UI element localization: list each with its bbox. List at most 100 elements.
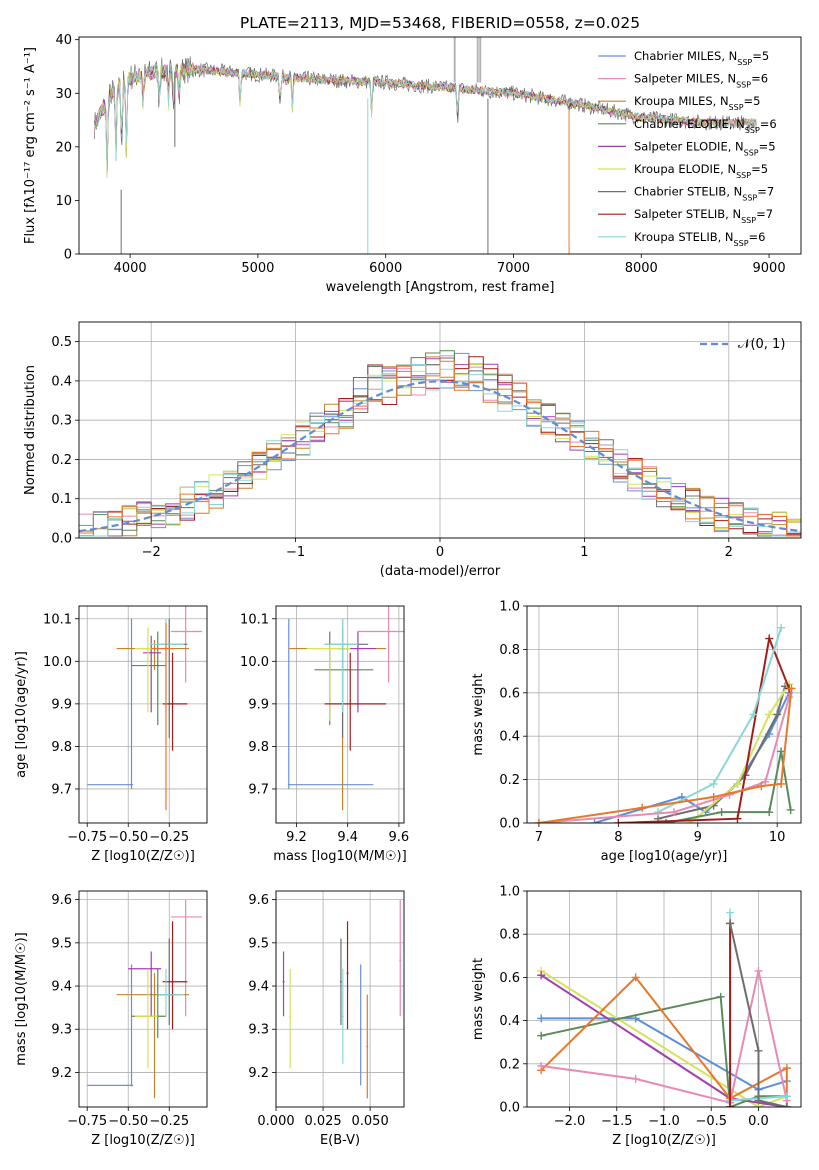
plus-marker	[782, 1092, 791, 1101]
y-tick-label: 0.2	[499, 773, 520, 788]
x-tick-label: 1	[580, 545, 588, 560]
data-point	[287, 783, 290, 786]
axes-frame	[275, 605, 405, 824]
x-tick-label: 6000	[369, 261, 402, 276]
y-tick-label: 9.3	[248, 1023, 269, 1038]
x-tick-label: −2	[142, 545, 161, 560]
x-tick-label: 0.025	[304, 1114, 341, 1129]
x-axis-label: Z [log10(Z/Z☉)]	[91, 849, 195, 864]
plus-marker	[669, 808, 678, 817]
x-tick-label: 0.050	[352, 1114, 389, 1129]
data-point	[164, 647, 167, 650]
plus-marker	[782, 1103, 791, 1107]
legend-label: Kroupa MILES, NSSP=5	[634, 94, 760, 112]
x-axis-label: wavelength [Angstrom, rest frame]	[326, 280, 555, 295]
y-tick-label: 9.6	[248, 893, 269, 908]
axes-frame	[78, 321, 802, 539]
data-point	[356, 647, 359, 650]
metallicity-age-panel: −0.75 −0.50 −0.25 9.7 9.8 9.9 10.0 10.1 Z [log10…	[14, 605, 208, 864]
plot-area	[287, 606, 404, 811]
y-tick-label: 0.4	[499, 730, 520, 745]
legend-label: 𝒩(0, 1)	[738, 337, 785, 352]
y-tick-label: 10.0	[240, 655, 269, 670]
y-tick-label: 0.0	[499, 817, 520, 832]
legend-label: Chabrier STELIB, NSSP=7	[634, 185, 774, 203]
y-tick-label: 9.9	[51, 697, 72, 712]
metallicity-mass-panel: −0.75 −0.50 −0.25 9.2 9.3 9.4 9.5 9.6 Z [log10(Z…	[14, 890, 208, 1148]
legend-label: Salpeter MILES, NSSP=6	[634, 72, 768, 90]
plus-marker	[537, 1031, 546, 1040]
plus-marker	[787, 684, 796, 693]
plus-marker	[726, 1103, 735, 1107]
x-axis-label: Z [log10(Z/Z☉)]	[612, 1133, 716, 1148]
y-tick-label: 10.0	[43, 655, 72, 670]
x-axis-label: mass [log10(M/M☉)]	[273, 849, 406, 864]
data-point	[399, 959, 402, 962]
x-tick-label: −0.50	[108, 1114, 148, 1129]
x-axis-label: age [log10(age/yr)]	[601, 849, 728, 864]
axes-frame	[275, 890, 405, 1108]
plot-area	[534, 623, 796, 823]
x-tick-label: −1	[286, 545, 305, 560]
axes-frame	[526, 890, 802, 1108]
plot-area	[282, 899, 402, 1099]
y-tick-label: 0.4	[499, 1014, 520, 1029]
data-point	[164, 993, 167, 996]
y-tick-label: 9.2	[248, 1066, 269, 1081]
plus-marker	[638, 803, 647, 812]
data-point	[349, 702, 352, 705]
y-tick-label: 9.3	[51, 1023, 72, 1038]
y-axis-label: Normed distribution	[23, 365, 38, 495]
y-tick-label: 1.0	[499, 600, 520, 615]
data-point	[146, 1015, 149, 1018]
plus-marker	[654, 808, 663, 817]
y-tick-label: 0.4	[51, 374, 72, 389]
x-tick-label: 8000	[625, 261, 658, 276]
plus-marker	[631, 1074, 640, 1083]
normal-curve	[79, 380, 801, 533]
plus-marker	[733, 814, 742, 823]
y-tick-label: 0.2	[499, 1057, 520, 1072]
plus-marker	[537, 971, 546, 980]
spectrum-line	[94, 62, 757, 179]
mass-weight-line	[618, 634, 791, 823]
data-point	[346, 972, 349, 975]
plus-marker	[757, 782, 766, 791]
legend-label: Kroupa STELIB, NSSP=6	[634, 230, 765, 248]
mass-weight-line	[729, 923, 788, 1107]
plus-marker	[765, 710, 774, 719]
mass-weight-line	[540, 970, 788, 1107]
y-tick-label: 10.1	[240, 612, 269, 627]
y-tick-label: 0.0	[51, 532, 72, 547]
x-tick-label: 0	[436, 545, 444, 560]
x-tick-label: 8	[614, 830, 622, 845]
data-point	[341, 1015, 344, 1018]
y-tick-label: 0.3	[51, 414, 72, 429]
plus-marker	[726, 919, 735, 928]
plus-marker	[754, 1096, 763, 1105]
y-axis-label: mass [log10(M/M☉)]	[14, 932, 29, 1065]
data-point	[289, 1015, 292, 1018]
x-tick-label: 9.2	[286, 830, 307, 845]
extinction-mass-panel: 0.000 0.025 0.050 9.2 9.3 9.4 9.5 9.6 E(B-V)	[248, 890, 405, 1148]
x-tick-label: −2.0	[554, 1114, 586, 1129]
plus-marker	[709, 792, 718, 801]
data-point	[156, 664, 159, 667]
x-tick-label: −1.5	[601, 1114, 633, 1129]
x-tick-label: 9000	[753, 261, 786, 276]
data-point	[153, 993, 156, 996]
y-axis-label: mass weight	[471, 958, 486, 1040]
plus-marker	[765, 634, 774, 643]
y-tick-label: 0.8	[499, 643, 520, 658]
plus-marker	[785, 693, 794, 702]
x-tick-label: 7	[535, 830, 543, 845]
x-tick-label: −0.50	[108, 830, 148, 845]
y-tick-label: 9.7	[248, 782, 269, 797]
y-tick-label: 40	[55, 33, 72, 48]
x-axis-label: (data-model)/error	[380, 564, 501, 579]
legend-label: Salpeter STELIB, NSSP=7	[634, 207, 773, 225]
axes-frame	[78, 36, 802, 255]
x-tick-label: 10	[769, 830, 786, 845]
data-point	[184, 630, 187, 633]
